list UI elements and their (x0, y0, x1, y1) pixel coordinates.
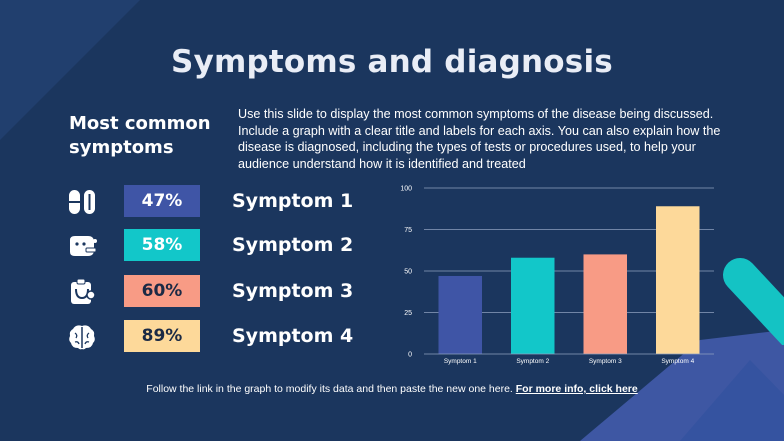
symptom-percent: 47% (124, 185, 200, 217)
y-tick-label: 25 (404, 310, 412, 317)
symptom-label: Symptom 4 (232, 325, 354, 347)
description-text: Use this slide to display the most commo… (238, 107, 721, 171)
symptom-label: Symptom 3 (232, 280, 354, 302)
decor-teal-pill (723, 258, 784, 345)
bar-chart[interactable]: 0 25 50 75 100 Symptom 1 Symptom 2 Symptom 3 Sym… (388, 178, 728, 370)
stethoscope-icon (71, 278, 96, 304)
decor-mountain-shape (580, 330, 784, 441)
symptom-percent: 89% (124, 320, 200, 352)
x-tick-label: Symptom 3 (589, 358, 622, 365)
y-tick-label: 0 (408, 352, 412, 359)
symptom-row-4: 89% Symptom 4 (64, 320, 364, 354)
decor-triangle-top-left (0, 0, 140, 140)
sick-face-icon (70, 236, 97, 256)
pills-icon (69, 190, 95, 214)
y-tick-label: 100 (400, 186, 412, 193)
brain-icon (69, 325, 95, 350)
bar-3[interactable] (583, 254, 628, 354)
symptom-percent: 58% (124, 229, 200, 261)
symptom-label: Symptom 1 (232, 190, 354, 212)
bar-4[interactable] (656, 206, 700, 354)
y-tick-label: 75 (404, 227, 412, 234)
x-tick-label: Symptom 4 (661, 358, 694, 365)
footer-text: Follow the link in the graph to modify i… (146, 383, 513, 395)
bar-1[interactable] (438, 275, 483, 354)
x-tick-label: Symptom 1 (444, 358, 477, 365)
y-tick-label: 50 (404, 269, 412, 276)
x-tick-label: Symptom 2 (516, 358, 549, 365)
symptom-label: Symptom 2 (232, 234, 354, 256)
section-subtitle: Most common symptoms (69, 113, 211, 158)
footer: Follow the link in the graph to modify i… (0, 383, 784, 395)
page-title: Symptoms and diagnosis (171, 44, 613, 80)
symptom-row-1: 47% Symptom 1 (64, 185, 364, 219)
symptom-row-3: 60% Symptom 3 (64, 275, 364, 309)
footer-link[interactable]: For more info, click here (515, 383, 638, 395)
symptom-row-2: 58% Symptom 2 (64, 229, 364, 263)
bar-2[interactable] (511, 257, 555, 354)
symptom-percent: 60% (124, 275, 200, 307)
